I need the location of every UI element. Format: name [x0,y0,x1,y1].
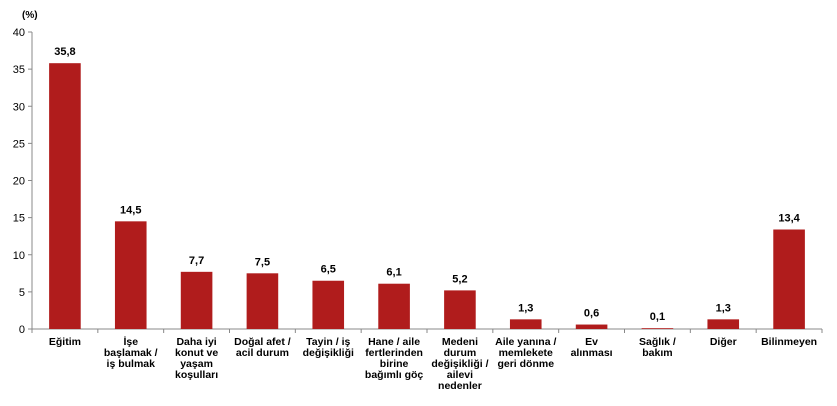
y-tick-label: 30 [13,101,25,113]
data-label: 1,3 [518,302,533,314]
category-label: Aile yanına / memlekete geri dönme [495,336,556,370]
data-label: 7,7 [189,255,204,267]
data-label: 0,1 [650,311,665,323]
category-label-line: fertlerinden [365,347,423,359]
bar [180,271,213,329]
data-label: 5,2 [452,273,467,285]
category-label-line: birine [380,358,409,370]
category-label-line: yaşam [180,358,213,370]
category-label-line: Tayin / iş [306,336,350,348]
category-label-line: Daha iyi [176,336,216,348]
bar [49,63,81,330]
category-label-line: değişikliği [303,347,354,359]
category-label: Hane / aile fertlerinden birine bağımlı göç [365,336,424,381]
category-label-line: Sağlık / [639,336,676,348]
category-label: Diğer [710,336,737,348]
category-label: Ev alınması [571,336,613,359]
category-label-line: değişikliği / [431,358,488,370]
category-label-line: Ev [585,336,598,348]
category-label-line: durum [444,347,477,359]
category-label-line: memlekete [499,347,553,359]
category-label-line: konut ve [175,347,218,359]
y-axis-unit-label: (%) [22,10,38,21]
value-labels: 35,8 14,5 7,7 7,5 6,5 6,1 5,2 1,3 0,6 0,1 1,3 13,4 [54,46,800,323]
category-label-line: bakım [642,347,672,359]
category-label: Daha iyi konut ve yaşam koşulları [175,336,218,381]
category-label-line: ailevi [447,369,473,381]
category-label-line: Aile yanına / [495,336,556,348]
y-tick-label: 25 [13,138,25,150]
category-label: İşe başlamak / iş bulmak [104,335,158,370]
bar [509,319,542,329]
bar [575,324,608,329]
bar [773,229,805,329]
category-label-line: acil durum [236,347,289,359]
data-label: 13,4 [778,213,800,225]
category-label-line: İşe [123,335,138,348]
bar [246,273,279,329]
bar [312,280,345,329]
bar [378,283,410,329]
data-label: 1,3 [716,302,731,314]
category-label-line: Bilinmeyen [761,336,817,348]
bar [707,319,740,329]
category-label-line: nedenler [438,380,482,392]
bar [114,221,147,329]
category-labels: Eğitim İşe başlamak / iş bulmak Daha iyi konu… [49,335,817,392]
category-label-line: Eğitim [49,336,81,348]
category-label: Doğal afet / acil durum [234,336,291,359]
y-tick-label: 15 [13,213,25,225]
data-label: 6,5 [321,264,336,276]
y-tick-label: 5 [19,287,25,299]
data-label: 6,1 [386,267,401,279]
y-tick-label: 0 [19,324,25,336]
category-label-line: bağımlı göç [365,369,424,381]
bars [49,63,805,330]
data-label: 7,5 [255,256,270,268]
category-label-line: koşulları [175,369,218,381]
data-label: 14,5 [120,204,141,216]
category-label-line: alınması [571,347,613,359]
y-tick-label: 10 [13,250,25,262]
category-label: Tayin / iş değişikliği [303,336,354,359]
category-label-line: iş bulmak [107,358,156,370]
category-label: Bilinmeyen [761,336,817,348]
category-label-line: geri dönme [497,358,554,370]
y-tick-label: 35 [13,64,25,76]
category-label: Eğitim [49,336,81,348]
category-label: Medeni durum değişikliği / ailevi nedenler [431,336,488,392]
category-label-line: Doğal afet / [234,336,291,348]
axes: 0 5 10 15 20 25 30 35 40 [13,27,823,336]
data-label: 0,6 [584,308,599,320]
bar [444,290,476,329]
category-label-line: Diğer [710,336,737,348]
category-label: Sağlık / bakım [639,336,676,359]
category-label-line: başlamak / [104,347,158,359]
bar [641,328,674,329]
y-tick-label: 40 [13,27,25,39]
category-label-line: Hane / aile [368,336,420,348]
category-label-line: Medeni [442,336,478,348]
data-label: 35,8 [54,46,75,58]
y-tick-label: 20 [13,176,25,188]
